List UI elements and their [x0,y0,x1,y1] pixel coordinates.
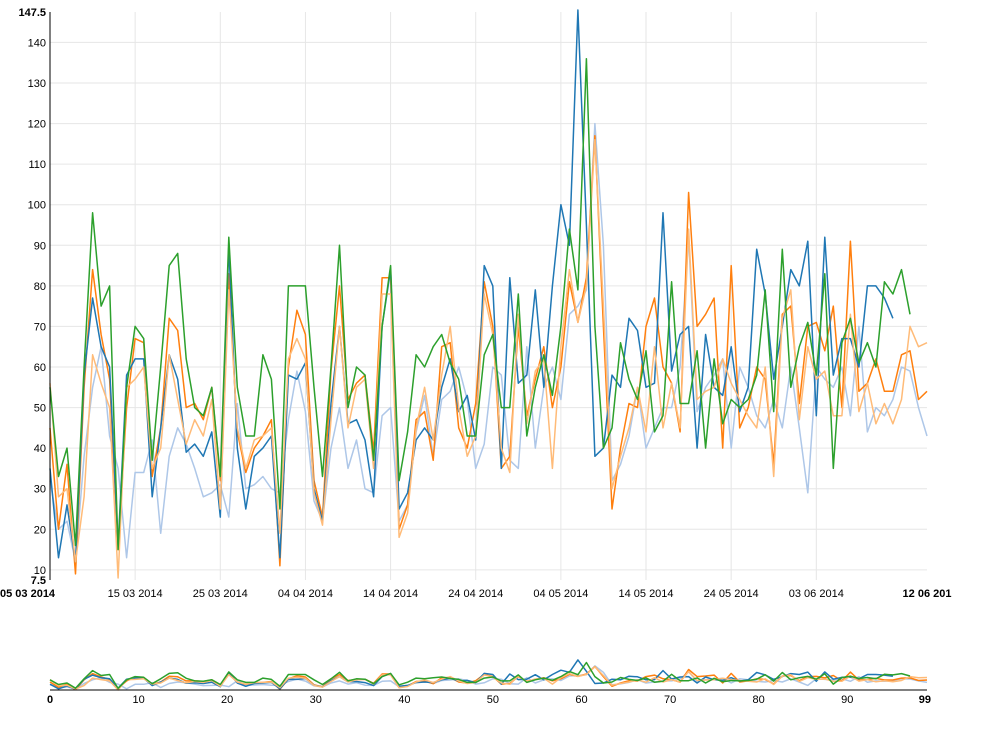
context-x-tick-label: 50 [487,694,499,706]
main-axes: 7.510 20 30 40 50 60 70 80 90 100 110 120 130 140 147.… [0,7,951,600]
x-tick-label: 05 03 2014 [0,588,56,600]
x-tick-label: 14 04 2014 [363,588,418,600]
y-tick-label: 80 [34,281,46,293]
y-tick-label: 130 [28,78,46,90]
y-tick-label: 60 [34,362,46,374]
x-tick-label: 04 04 2014 [278,588,333,600]
context-x-tick-label: 80 [753,694,765,706]
y-tick-label: 50 [34,403,46,415]
y-tick-label: 120 [28,119,46,131]
y-tick-label: 110 [28,159,46,171]
series-line-4 [49,139,928,579]
main-series-group [49,9,928,579]
x-tick-label: 25 03 2014 [193,588,248,600]
y-tick-label: 100 [28,200,46,212]
context-x-tick-label: 99 [919,694,931,706]
y-tick-label: 90 [34,240,46,252]
y-tick-label: 70 [34,321,46,333]
context-overview-chart[interactable]: 0 10 20 30 40 50 60 70 80 90 99 [47,659,931,706]
x-tick-label: 14 05 2014 [618,588,673,600]
context-series-line-1 [49,665,928,690]
y-tick-label: 7.5 [31,575,46,587]
y-tick-label: 40 [34,443,46,455]
context-x-tick-label: 60 [575,694,587,706]
context-series-line-5 [49,661,911,690]
context-x-tick-label: 0 [47,694,53,706]
y-tick-label: 30 [34,484,46,496]
x-tick-label: 24 04 2014 [448,588,503,600]
y-tick-label: 147.5 [18,7,46,19]
series-line-3 [49,9,894,563]
y-tick-label: 140 [28,37,46,49]
context-x-tick-label: 40 [398,694,410,706]
context-x-tick-label: 10 [132,694,144,706]
x-tick-label: 15 03 2014 [108,588,163,600]
y-tick-label: 10 [34,565,46,577]
context-x-tick-label: 30 [310,694,322,706]
y-tick-label: 20 [34,524,46,536]
context-series-line-3 [49,659,893,690]
context-x-tick-label: 90 [841,694,853,706]
x-tick-label: 12 06 201 [903,588,952,600]
x-tick-label: 24 05 2014 [704,588,759,600]
series-line-1 [49,122,928,563]
x-tick-label: 03 06 2014 [789,588,844,600]
series-line-5 [49,57,911,551]
context-x-tick-label: 70 [664,694,676,706]
context-x-tick-label: 20 [221,694,233,706]
x-tick-label: 04 05 2014 [533,588,588,600]
